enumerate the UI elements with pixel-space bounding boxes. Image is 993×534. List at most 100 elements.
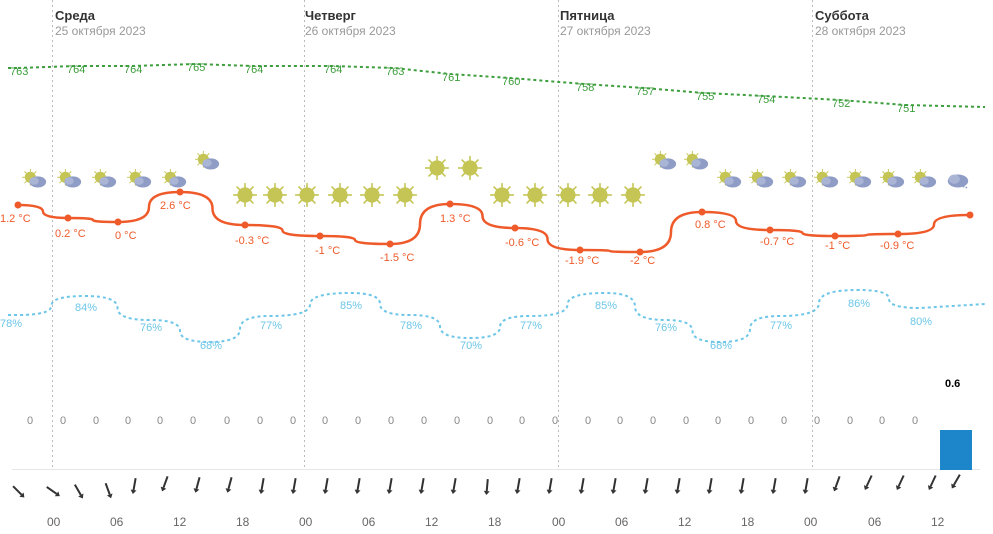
weather-icon (880, 168, 906, 194)
temperature-value: -1 °C (315, 245, 340, 257)
precip-value: 0 (454, 415, 460, 427)
temperature-value: -0.3 °C (235, 235, 269, 247)
weather-icon (127, 168, 153, 194)
humidity-value: 70% (460, 340, 482, 352)
precip-value: 0 (748, 415, 754, 427)
hour-label: 12 (678, 515, 691, 529)
temperature-value: -1.5 °C (380, 252, 414, 264)
humidity-value: 68% (710, 340, 732, 352)
temperature-value: 0.8 °C (695, 219, 726, 231)
precip-value: 0 (257, 415, 263, 427)
precip-value: 0 (487, 415, 493, 427)
pressure-value: 757 (636, 86, 654, 98)
pressure-value: 764 (324, 64, 342, 76)
precip-value: 0 (585, 415, 591, 427)
hour-label: 18 (741, 515, 754, 529)
weather-icon (620, 182, 646, 208)
temperature-value: -0.6 °C (505, 237, 539, 249)
precip-value: 0 (157, 415, 163, 427)
pressure-value: 760 (502, 76, 520, 88)
precip-value: 0 (650, 415, 656, 427)
pressure-value: 754 (757, 94, 775, 106)
temperature-value: 0.2 °C (55, 228, 86, 240)
weather-icon (392, 182, 418, 208)
temperature-value: 1.3 °C (440, 213, 471, 225)
weather-icon (814, 168, 840, 194)
humidity-value: 77% (260, 320, 282, 332)
pressure-value: 752 (832, 98, 850, 110)
hour-label: 18 (488, 515, 501, 529)
precip-value: 0 (715, 415, 721, 427)
hour-label: 06 (615, 515, 628, 529)
weather-icon (555, 182, 581, 208)
precip-value: 0 (27, 415, 33, 427)
temperature-value: -1.9 °C (565, 255, 599, 267)
hour-label: 00 (299, 515, 312, 529)
temperature-value: 2.6 °C (160, 200, 191, 212)
pressure-value: 758 (576, 82, 594, 94)
humidity-value: 77% (520, 320, 542, 332)
weather-icon (912, 168, 938, 194)
temperature-value: 0 °C (115, 230, 137, 242)
precip-value: 0 (388, 415, 394, 427)
weather-icon (945, 168, 971, 194)
pressure-value: 765 (187, 62, 205, 74)
precip-value: 0 (912, 415, 918, 427)
weather-icon (359, 182, 385, 208)
weather-icon (749, 168, 775, 194)
humidity-value: 84% (75, 302, 97, 314)
precip-value: 0 (224, 415, 230, 427)
hour-label: 18 (236, 515, 249, 529)
weather-icon (587, 182, 613, 208)
weather-chart: Среда25 октября 2023Четверг26 октября 20… (0, 0, 993, 534)
hour-label: 06 (868, 515, 881, 529)
weather-icon (457, 155, 483, 181)
precip-value: 0 (290, 415, 296, 427)
precip-value: 0 (847, 415, 853, 427)
weather-icon (522, 182, 548, 208)
hour-label: 00 (804, 515, 817, 529)
precip-value: 0 (60, 415, 66, 427)
hour-label: 06 (110, 515, 123, 529)
precip-value: 0 (781, 415, 787, 427)
humidity-value: 86% (848, 298, 870, 310)
pressure-value: 755 (696, 91, 714, 103)
humidity-value: 85% (340, 300, 362, 312)
weather-icon (162, 168, 188, 194)
precip-value: 0 (814, 415, 820, 427)
hour-label: 12 (425, 515, 438, 529)
hour-label: 00 (47, 515, 60, 529)
pressure-value: 763 (10, 66, 28, 78)
weather-icon (489, 182, 515, 208)
weather-icon (684, 150, 710, 176)
humidity-value: 77% (770, 320, 792, 332)
pressure-value: 761 (442, 72, 460, 84)
weather-icon (717, 168, 743, 194)
weather-icon (424, 155, 450, 181)
weather-icon (57, 168, 83, 194)
precip-value: 0 (421, 415, 427, 427)
precip-value: 0 (519, 415, 525, 427)
humidity-value: 76% (140, 322, 162, 334)
hour-label: 00 (552, 515, 565, 529)
precip-value: 0 (190, 415, 196, 427)
precip-value: 0 (125, 415, 131, 427)
hour-label: 06 (362, 515, 375, 529)
temperature-value: 1.2 °C (0, 213, 31, 225)
weather-icon (847, 168, 873, 194)
humidity-value: 76% (655, 322, 677, 334)
weather-icon (652, 150, 678, 176)
humidity-value: 68% (200, 340, 222, 352)
weather-icon (22, 168, 48, 194)
precip-value: 0 (93, 415, 99, 427)
precip-value: 0 (355, 415, 361, 427)
pressure-value: 764 (124, 64, 142, 76)
precip-value: 0 (552, 415, 558, 427)
pressure-value: 763 (386, 66, 404, 78)
temperature-value: -0.9 °C (880, 240, 914, 252)
chart-svg (0, 0, 993, 470)
precip-bar-label: 0.6 (945, 378, 960, 390)
weather-icon (195, 150, 221, 176)
humidity-value: 78% (400, 320, 422, 332)
temperature-value: -1 °C (825, 240, 850, 252)
